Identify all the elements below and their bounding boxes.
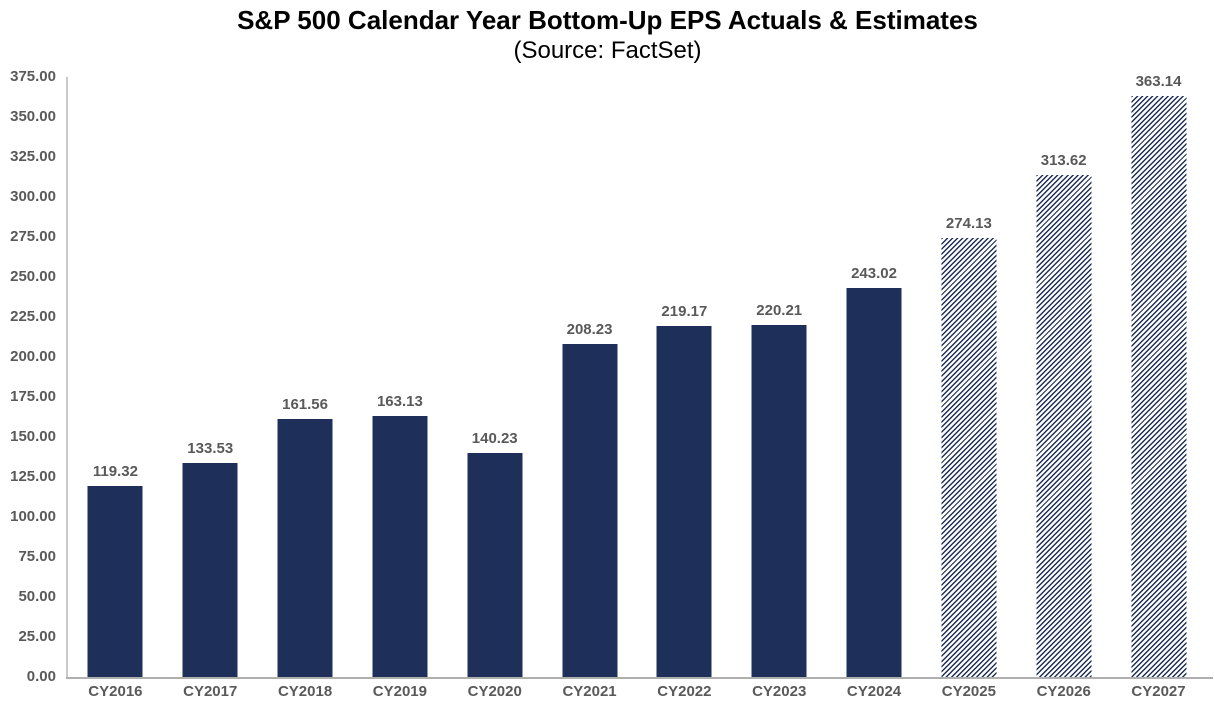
bar-cy2027-estimate (1131, 96, 1187, 677)
bar-value-label: 274.13 (945, 215, 992, 232)
bar-slot: 140.23 (447, 77, 542, 677)
x-axis-tick-label: CY2022 (657, 683, 712, 700)
bar-cy2018-actual (277, 419, 333, 677)
bar-slot: 313.62 (1016, 77, 1111, 677)
x-axis-tick-label: CY2021 (562, 683, 617, 700)
bar-slot: 274.13 (921, 77, 1016, 677)
bar-slot: 119.32 (68, 77, 163, 677)
bar-cy2026-estimate (1036, 175, 1092, 677)
bar-cy2016-actual (87, 486, 143, 677)
y-axis-tick-label: 325.00 (10, 148, 56, 165)
y-axis-line (66, 77, 68, 679)
bar-cy2017-actual (182, 463, 238, 677)
x-axis-tick-label: CY2018 (277, 683, 333, 700)
x-axis-tick-label: CY2027 (1131, 683, 1186, 700)
bar-slot: 220.21 (732, 77, 827, 677)
chart-title: S&P 500 Calendar Year Bottom-Up EPS Actu… (237, 5, 978, 35)
x-axis-tick-label: CY2026 (1036, 683, 1091, 700)
x-axis-tick-label: CY2019 (372, 683, 427, 700)
x-axis: CY2016 CY2017 CY2018 CY2019 CY2020 CY2021 CY20… (68, 683, 1206, 700)
y-axis-tick-label: 100.00 (10, 508, 56, 525)
y-axis-tick-label: 175.00 (10, 388, 56, 405)
y-axis-tick-label: 225.00 (10, 308, 56, 325)
y-axis-tick-label: 350.00 (10, 108, 56, 125)
bar-value-label: 219.17 (661, 303, 708, 320)
x-axis-tick-label: CY2025 (941, 683, 996, 700)
y-axis-tick-label: 25.00 (18, 628, 56, 645)
bar-value-label: 313.62 (1040, 152, 1087, 169)
y-axis-tick-label: 125.00 (10, 468, 56, 485)
x-axis-tick-label: CY2020 (467, 683, 522, 700)
bar-slot: 363.14 (1111, 73, 1206, 677)
bar-value-label: 140.23 (471, 430, 518, 447)
plot-area: 119.32 133.53 161.56 163.13 140.23 208.23 219.… (68, 73, 1206, 677)
y-axis-tick-label: 300.00 (10, 188, 56, 205)
bar-cy2025-estimate (941, 238, 997, 677)
bar-cy2023-actual (751, 325, 807, 677)
x-axis-tick-label: CY2016 (88, 683, 143, 700)
bar-slot: 219.17 (637, 77, 732, 677)
bar-slot: 208.23 (542, 77, 637, 677)
bar-value-label: 220.21 (756, 302, 803, 319)
x-axis-baseline (66, 677, 1213, 679)
bar-value-label: 163.13 (376, 393, 423, 410)
bar-value-label: 243.02 (851, 265, 897, 282)
bar-slot: 163.13 (352, 77, 447, 677)
bar-value-label: 161.56 (282, 396, 329, 413)
bar-cy2022-actual (656, 326, 712, 677)
bar-value-label: 208.23 (566, 321, 613, 338)
bar-cy2024-actual (846, 288, 902, 677)
y-axis-tick-label: 75.00 (18, 548, 56, 565)
y-axis-tick-label: 0.00 (26, 668, 56, 685)
bar-cy2021-actual (562, 344, 618, 677)
bar-value-label: 363.14 (1135, 73, 1182, 90)
y-axis-tick-label: 275.00 (10, 228, 56, 245)
bar-slot: 161.56 (258, 77, 353, 677)
bar-cy2020-actual (467, 453, 523, 677)
y-axis-tick-label: 250.00 (10, 268, 56, 285)
bar-slot: 133.53 (163, 77, 258, 677)
chart-subtitle: (Source: FactSet) (513, 37, 702, 64)
y-axis-tick-label: 150.00 (10, 428, 56, 445)
x-axis-tick-label: CY2023 (752, 683, 807, 700)
y-axis-tick-label: 375.00 (10, 68, 56, 85)
bar-cy2019-actual (372, 416, 428, 677)
x-axis-tick-label: CY2024 (846, 683, 902, 700)
bar-slot: 243.02 (827, 77, 922, 677)
bar-value-label: 119.32 (92, 463, 138, 480)
y-axis-tick-label: 200.00 (10, 348, 56, 365)
bar-value-label: 133.53 (187, 440, 234, 457)
y-axis-tick-label: 50.00 (18, 588, 56, 605)
x-axis-tick-label: CY2017 (183, 683, 238, 700)
